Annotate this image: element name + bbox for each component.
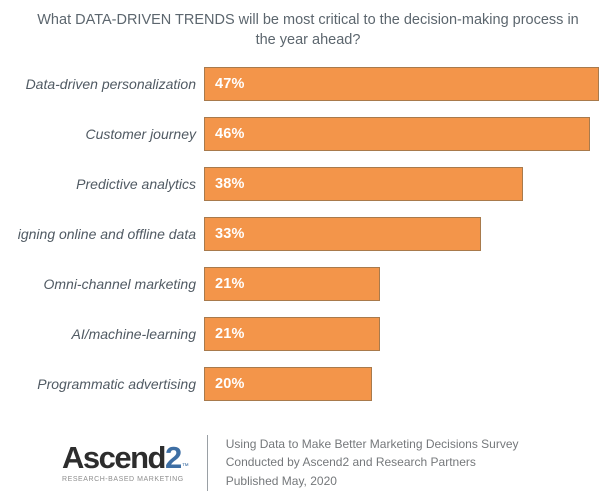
chart-row: Customer journey 46%	[0, 109, 616, 159]
footer-divider	[206, 434, 208, 491]
logo-wordmark: Ascend2™	[62, 442, 189, 473]
logo-word: Ascend	[62, 440, 166, 476]
bar-track: 20%	[204, 366, 616, 401]
survey-chart-page: What DATA-DRIVEN TRENDS will be most cri…	[0, 10, 616, 501]
chart-row: Predictive analytics 38%	[0, 159, 616, 209]
chart-row: igning online and offline data 33%	[0, 209, 616, 259]
footer-line-survey: Using Data to Make Better Marketing Deci…	[225, 436, 519, 451]
bar-track: 46%	[204, 116, 616, 151]
bar-value-label: 46%	[215, 125, 245, 142]
bar: 33%	[204, 216, 481, 251]
category-label: AI/machine-learning	[71, 325, 196, 342]
category-label: Predictive analytics	[76, 175, 196, 192]
footer: Ascend2™ RESEARCH-BASED MARKETING Using …	[62, 434, 616, 491]
chart-row: Programmatic advertising 20%	[0, 359, 616, 409]
bar-track: 21%	[204, 316, 616, 351]
bar: 21%	[204, 316, 380, 351]
bar-value-label: 20%	[215, 375, 245, 392]
category-label: Customer journey	[85, 125, 197, 142]
bar-chart: Data-driven personalization 47% Customer j…	[0, 59, 616, 409]
ascend2-logo: Ascend2™ RESEARCH-BASED MARKETING	[62, 435, 189, 491]
bar: 47%	[204, 66, 599, 101]
bar: 20%	[204, 366, 372, 401]
bar-value-label: 33%	[215, 225, 245, 242]
category-label: Data-driven personalization	[25, 75, 196, 92]
bar-value-label: 38%	[215, 175, 245, 192]
chart-row: Omni-channel marketing 21%	[0, 259, 616, 309]
bar-value-label: 21%	[215, 325, 245, 342]
bar-track: 38%	[204, 166, 616, 201]
bar-track: 21%	[204, 266, 616, 301]
bar: 38%	[204, 166, 523, 201]
category-label: Programmatic advertising	[37, 375, 196, 392]
bar-value-label: 21%	[215, 275, 245, 292]
trademark-symbol: ™	[181, 463, 189, 471]
bar-value-label: 47%	[215, 75, 245, 92]
bar: 46%	[204, 116, 590, 151]
chart-row: AI/machine-learning 21%	[0, 309, 616, 359]
logo-digit: 2	[164, 440, 182, 476]
footer-line-published: Published May, 2020	[225, 474, 337, 489]
chart-title: What DATA-DRIVEN TRENDS will be most cri…	[37, 12, 579, 49]
category-label: igning online and offline data	[17, 225, 196, 242]
footer-source-text: Using Data to Make Better Marketing Deci…	[226, 435, 519, 491]
bar-track: 47%	[204, 66, 616, 101]
category-label: Omni-channel marketing	[43, 275, 196, 292]
bar: 21%	[204, 266, 380, 301]
chart-row: Data-driven personalization 47%	[0, 59, 616, 109]
footer-line-conducted: Conducted by Ascend2 and Research Partne…	[225, 455, 476, 470]
bar-track: 33%	[204, 216, 616, 251]
logo-tagline: RESEARCH-BASED MARKETING	[62, 476, 184, 484]
